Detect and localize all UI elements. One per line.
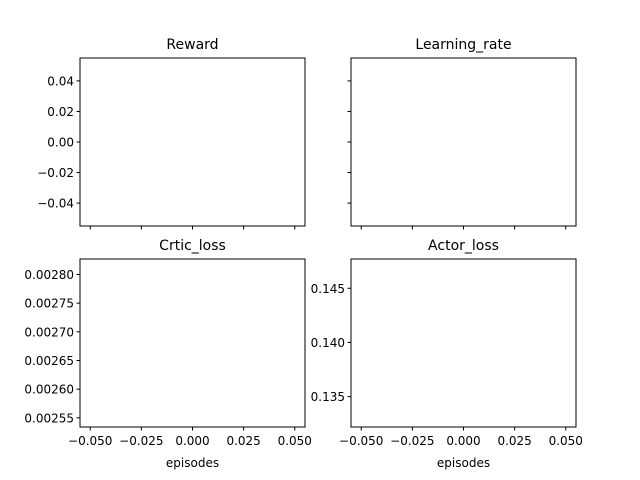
x-tick-label: 0.025: [497, 434, 531, 448]
subplot-title: Crtic_loss: [159, 238, 226, 254]
subplot-title: Reward: [166, 37, 218, 53]
y-tick-label: 0.140: [311, 336, 345, 350]
y-tick-label: 0.00275: [24, 297, 74, 311]
x-tick-label: 0.000: [175, 434, 209, 448]
x-tick-label: −0.050: [68, 434, 112, 448]
subplot-4: Actor_loss −0.050 −0.025 0.000 0.025 0.050 0.1…: [311, 238, 583, 470]
subplot-3: Crtic_loss −0.050 −0.025 0.000 0.025 0.050 0.0…: [24, 238, 312, 470]
x-axis-label: episodes: [437, 456, 490, 470]
x-tick-label: −0.025: [119, 434, 163, 448]
subplot-2: Learning_rate: [347, 37, 577, 230]
x-axis-label: episodes: [166, 456, 219, 470]
axes-frame: [79, 258, 306, 428]
x-tick-label: 0.050: [278, 434, 312, 448]
y-tick-label: 0.135: [311, 390, 345, 404]
y-tick-label: 0.00270: [24, 325, 74, 339]
subplot-title: Learning_rate: [415, 37, 511, 53]
y-tick-label: 0.145: [311, 282, 345, 296]
x-tick-label: −0.050: [339, 434, 383, 448]
axes-frame: [350, 258, 577, 428]
y-tick-label: 0.00265: [24, 354, 74, 368]
axes-frame: [79, 57, 306, 227]
x-tick-label: 0.025: [226, 434, 260, 448]
y-tick-label: 0.00280: [24, 268, 74, 282]
y-tick-label: 0.00255: [24, 411, 74, 425]
x-tick-label: 0.050: [549, 434, 583, 448]
y-tick-label: 0.02: [47, 105, 74, 119]
axes-frame: [350, 57, 577, 227]
y-tick-label: 0.00: [47, 136, 74, 150]
y-tick-label: 0.04: [47, 74, 74, 88]
x-tick-label: −0.025: [390, 434, 434, 448]
y-tick-label: 0.00260: [24, 383, 74, 397]
y-tick-label: −0.02: [37, 166, 74, 180]
x-tick-label: 0.000: [446, 434, 480, 448]
subplot-1: Reward −0.04 −0.02 0.00 0.02 0.04: [37, 37, 306, 230]
y-tick-label: −0.04: [37, 197, 74, 211]
subplot-title: Actor_loss: [428, 238, 499, 254]
